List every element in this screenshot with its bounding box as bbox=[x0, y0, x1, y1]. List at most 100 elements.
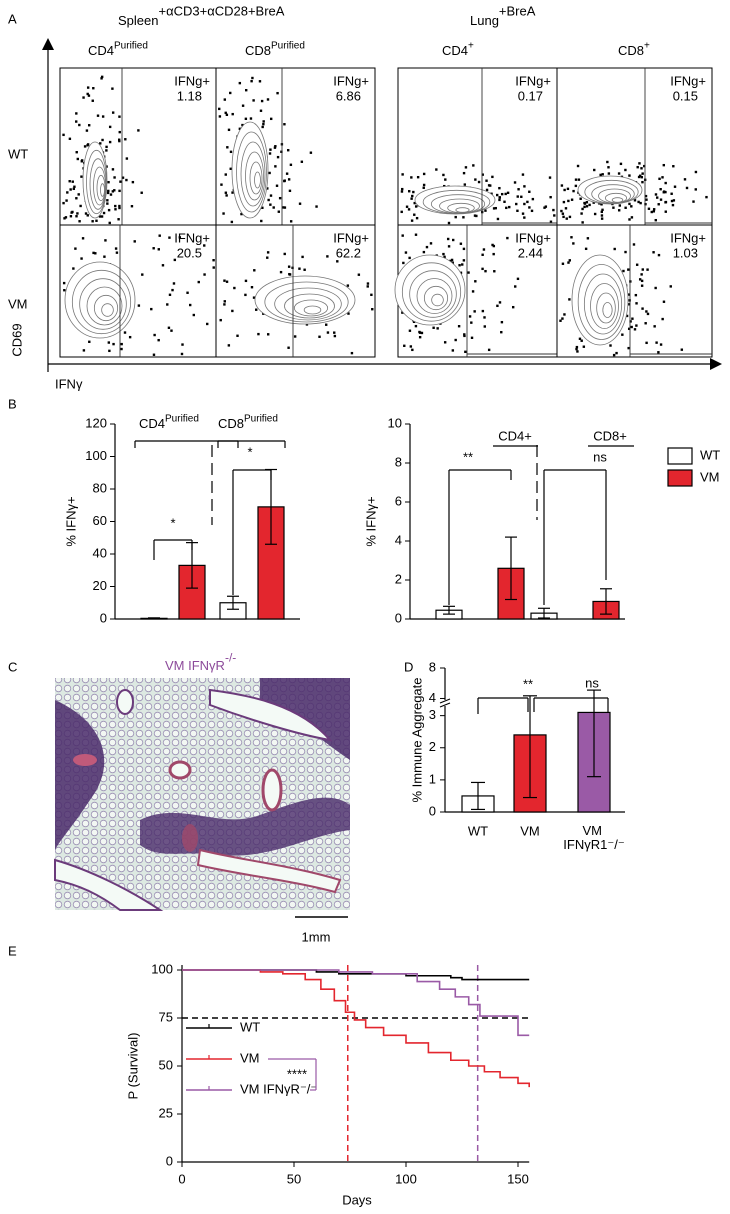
event-dot bbox=[249, 117, 253, 120]
event-dot bbox=[277, 210, 281, 213]
event-dot bbox=[411, 194, 414, 198]
event-dot bbox=[244, 117, 248, 121]
event-dot bbox=[644, 194, 648, 198]
histology-title-sup: -/- bbox=[225, 651, 236, 665]
gate-value: 6.86 bbox=[336, 88, 361, 103]
event-dot bbox=[68, 180, 71, 183]
event-dot bbox=[401, 234, 404, 237]
y-tick-label: 60 bbox=[93, 513, 107, 528]
event-dot bbox=[600, 210, 603, 214]
event-dot bbox=[283, 252, 286, 256]
histology-title-main: VM IFNγR bbox=[165, 658, 225, 673]
gate-label: IFNg+ bbox=[333, 230, 369, 245]
event-dot bbox=[559, 319, 562, 322]
event-dot bbox=[107, 208, 111, 212]
x-tick-label: 150 bbox=[507, 1171, 529, 1186]
event-dot bbox=[586, 237, 590, 240]
gate-value: 1.03 bbox=[673, 245, 698, 260]
event-dot bbox=[227, 128, 231, 132]
event-dot bbox=[645, 341, 648, 345]
event-dot bbox=[593, 168, 596, 172]
event-dot bbox=[503, 200, 506, 203]
y-tick-label: 10 bbox=[388, 415, 402, 430]
event-dot bbox=[639, 174, 642, 177]
contour bbox=[86, 286, 123, 326]
event-dot bbox=[293, 335, 297, 338]
event-dot bbox=[123, 331, 127, 334]
event-dot bbox=[647, 207, 651, 210]
gate-label: IFNg+ bbox=[670, 230, 706, 245]
event-dot bbox=[288, 273, 292, 276]
event-dot bbox=[231, 191, 234, 194]
histology-image bbox=[54, 678, 350, 911]
y-tick-label: 20 bbox=[93, 578, 107, 593]
event-dot bbox=[422, 172, 426, 176]
event-dot bbox=[261, 206, 264, 210]
event-dot bbox=[285, 172, 289, 175]
event-dot bbox=[505, 206, 508, 210]
event-dot bbox=[75, 112, 78, 115]
event-dot bbox=[287, 178, 291, 181]
event-dot bbox=[635, 324, 638, 327]
event-dot bbox=[219, 318, 222, 322]
event-dot bbox=[422, 186, 425, 189]
group-label: CD4+ bbox=[498, 428, 532, 443]
flow-events bbox=[218, 76, 318, 224]
event-dot bbox=[266, 98, 270, 101]
event-dot bbox=[298, 202, 302, 205]
event-dot bbox=[457, 325, 461, 328]
contour bbox=[254, 171, 261, 189]
event-dot bbox=[446, 237, 450, 241]
event-dot bbox=[238, 127, 242, 130]
event-dot bbox=[567, 199, 570, 203]
event-dot bbox=[646, 312, 650, 316]
group-label-main: CD8 bbox=[218, 416, 244, 431]
event-dot bbox=[92, 251, 95, 255]
event-dot bbox=[83, 145, 87, 148]
event-dot bbox=[574, 178, 578, 181]
event-dot bbox=[637, 200, 640, 204]
survival-curve bbox=[182, 969, 530, 1037]
event-dot bbox=[241, 104, 245, 107]
y-axis-label: % Immune Aggregate bbox=[409, 677, 424, 802]
event-dot bbox=[606, 160, 609, 164]
event-dot bbox=[585, 201, 589, 204]
event-dot bbox=[581, 221, 584, 224]
axis-label: IFNγ bbox=[55, 376, 83, 391]
x-tick-label: 100 bbox=[395, 1171, 417, 1186]
contour bbox=[284, 293, 335, 319]
event-dot bbox=[443, 341, 447, 344]
event-dot bbox=[627, 303, 631, 306]
event-dot bbox=[658, 177, 661, 181]
event-dot bbox=[414, 233, 418, 236]
event-dot bbox=[404, 251, 408, 254]
event-dot bbox=[581, 207, 584, 211]
event-dot bbox=[451, 261, 454, 264]
y-tick-label: 8 bbox=[429, 659, 436, 674]
event-dot bbox=[454, 215, 457, 219]
column-title: CD8Purified bbox=[245, 40, 305, 58]
event-dot bbox=[685, 186, 689, 190]
event-dot bbox=[638, 162, 641, 165]
significance: ns bbox=[593, 449, 607, 464]
event-dot bbox=[251, 76, 254, 80]
event-dot bbox=[630, 205, 633, 208]
contour bbox=[64, 261, 136, 339]
event-dot bbox=[80, 160, 84, 163]
event-dot bbox=[212, 266, 215, 269]
event-dot bbox=[483, 316, 486, 319]
event-dot bbox=[408, 190, 411, 193]
event-dot bbox=[114, 204, 117, 208]
contour bbox=[89, 158, 107, 210]
event-dot bbox=[500, 192, 504, 196]
event-dot bbox=[624, 250, 627, 254]
event-dot bbox=[326, 331, 330, 334]
y-tick-label: 0 bbox=[395, 610, 402, 625]
event-dot bbox=[104, 239, 107, 242]
contour bbox=[602, 302, 613, 318]
event-dot bbox=[418, 330, 421, 334]
event-dot bbox=[325, 323, 328, 326]
event-dot bbox=[659, 187, 662, 191]
event-dot bbox=[462, 216, 465, 219]
event-dot bbox=[640, 284, 644, 287]
